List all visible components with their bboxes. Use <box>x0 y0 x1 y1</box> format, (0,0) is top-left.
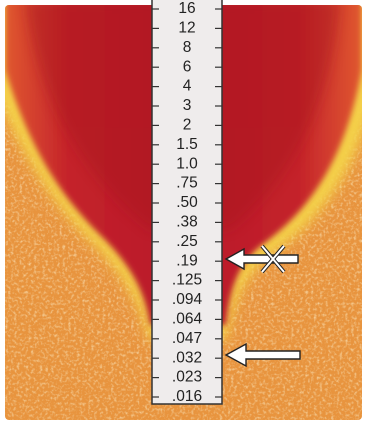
scale-label: .38 <box>176 213 198 230</box>
scale-label: 8 <box>183 39 192 56</box>
etest-photo: 16 12 8 6 4 3 2 1.5 1.0 .75 .50 .38 .25 .19 .125 .094 .0… <box>0 0 367 425</box>
scale-label: .016 <box>172 388 202 405</box>
scale-label: 1.0 <box>176 155 198 172</box>
scale-label: 3 <box>183 97 192 114</box>
scale-label: .032 <box>172 349 202 366</box>
scale-label: .047 <box>172 330 202 347</box>
scale-label: .023 <box>172 369 202 386</box>
scale-label: 1.5 <box>176 136 198 153</box>
scale-label: 2 <box>183 116 192 133</box>
scale-label: .094 <box>172 291 203 308</box>
scale-label: .75 <box>176 175 198 192</box>
scale-label: .25 <box>176 233 198 250</box>
scale-label: 12 <box>178 19 195 36</box>
scale-label: .064 <box>172 310 203 327</box>
scale-label: 16 <box>178 0 195 17</box>
page: 16 12 8 6 4 3 2 1.5 1.0 .75 .50 .38 .25 .19 .125 .094 .0… <box>0 0 367 425</box>
scale-label: .19 <box>176 252 198 269</box>
scale-label: .50 <box>176 194 198 211</box>
scale-label: .125 <box>172 272 202 289</box>
scale-label: 6 <box>183 58 192 75</box>
etest-strip: 16 12 8 6 4 3 2 1.5 1.0 .75 .50 .38 .25 .19 .125 .094 .0… <box>152 0 222 405</box>
scale-label: 4 <box>183 78 192 95</box>
